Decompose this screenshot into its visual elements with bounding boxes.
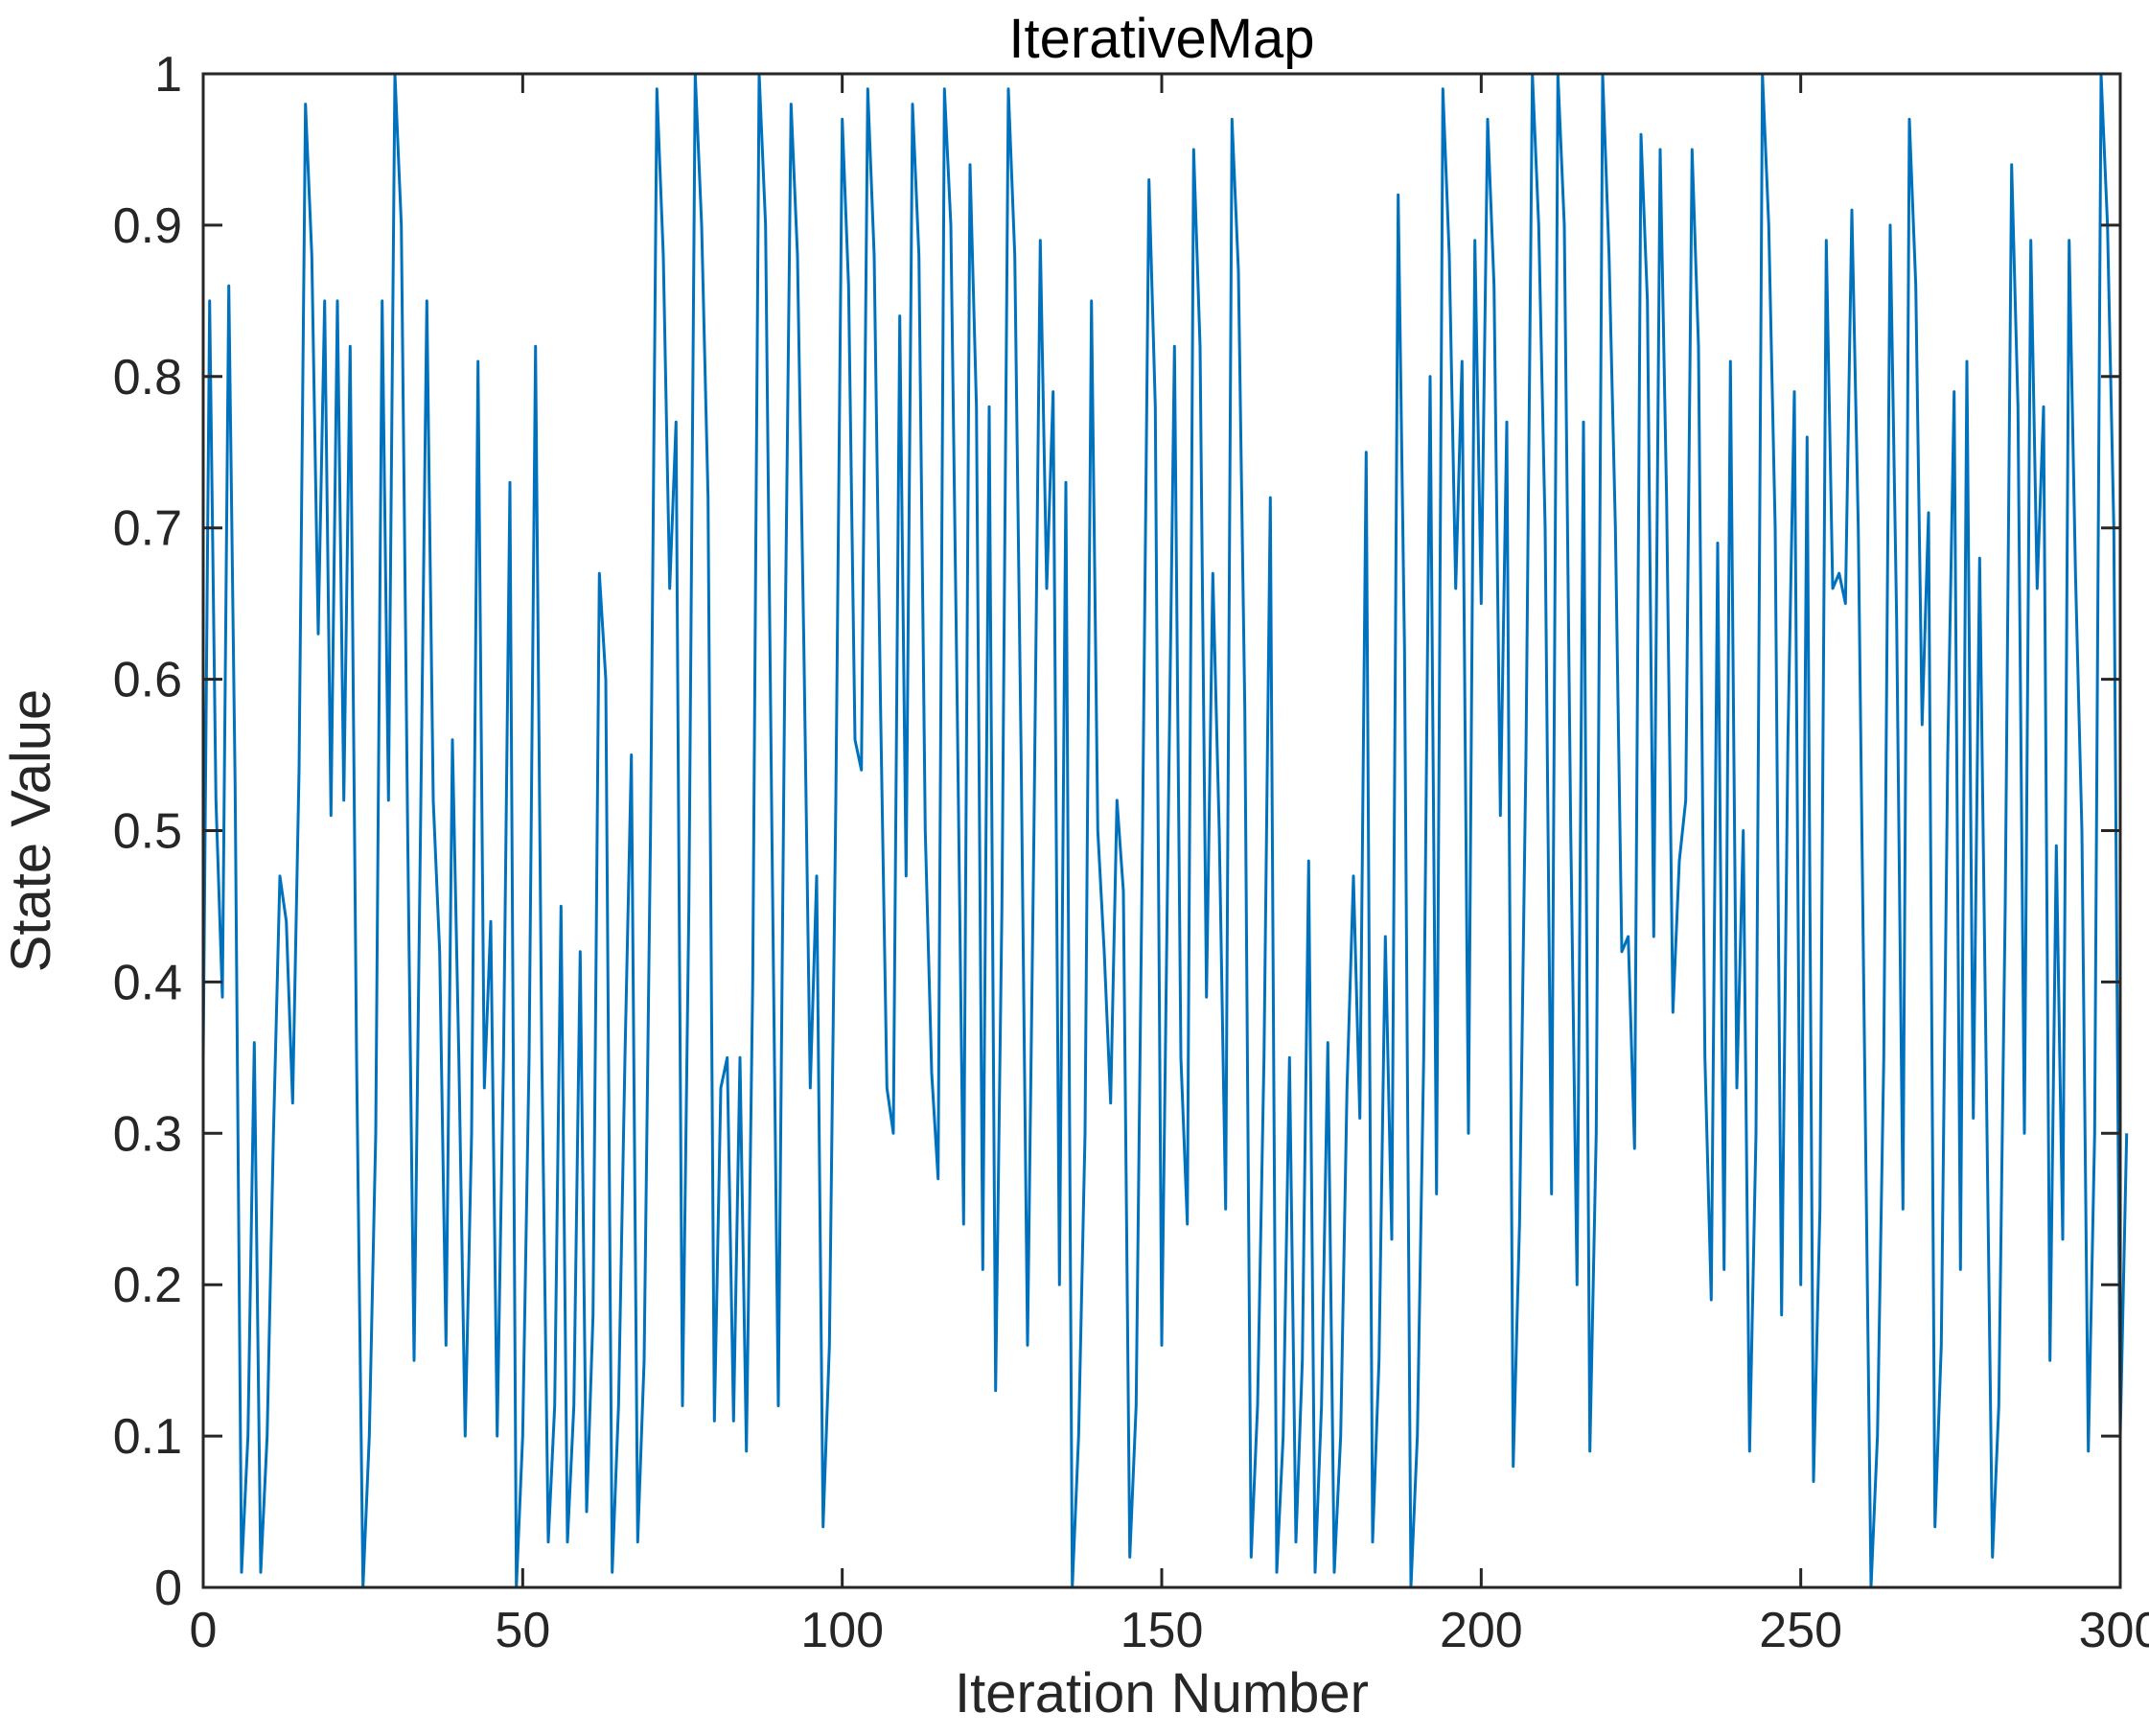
chart-title: IterativeMap	[1008, 8, 1314, 70]
x-tick-label: 300	[2079, 1603, 2149, 1658]
y-tick-label: 0.6	[113, 653, 182, 708]
y-tick-label: 0.2	[113, 1258, 182, 1313]
y-tick-label: 0.7	[113, 501, 182, 557]
x-axis: 0 50 100 150 200 250 300	[190, 74, 2149, 1658]
y-tick-label: 0.3	[113, 1106, 182, 1162]
x-tick-label: 0	[190, 1603, 218, 1658]
y-tick-label: 0.9	[113, 198, 182, 254]
x-tick-label: 50	[495, 1603, 550, 1658]
plot-area	[203, 74, 2120, 1587]
y-tick-label: 0	[154, 1561, 182, 1616]
y-tick-label: 1	[154, 47, 182, 103]
y-axis-label: State Value	[0, 689, 62, 973]
y-axis: 0 0.1 0.2 0.3 0.4 0.5 0.6 0.7 0.8 0.9 1	[113, 47, 2120, 1616]
x-tick-label: 100	[800, 1603, 884, 1658]
x-tick-label: 150	[1121, 1603, 1204, 1658]
y-tick-label: 0.8	[113, 350, 182, 405]
y-tick-label: 0.1	[113, 1409, 182, 1465]
y-tick-label: 0.5	[113, 804, 182, 860]
series-line	[201, 72, 2129, 1589]
x-tick-label: 250	[1759, 1603, 1842, 1658]
series-layer	[201, 72, 2129, 1589]
x-axis-label: Iteration Number	[955, 1662, 1369, 1724]
x-tick-label: 200	[1440, 1603, 1523, 1658]
y-tick-label: 0.4	[113, 955, 182, 1010]
